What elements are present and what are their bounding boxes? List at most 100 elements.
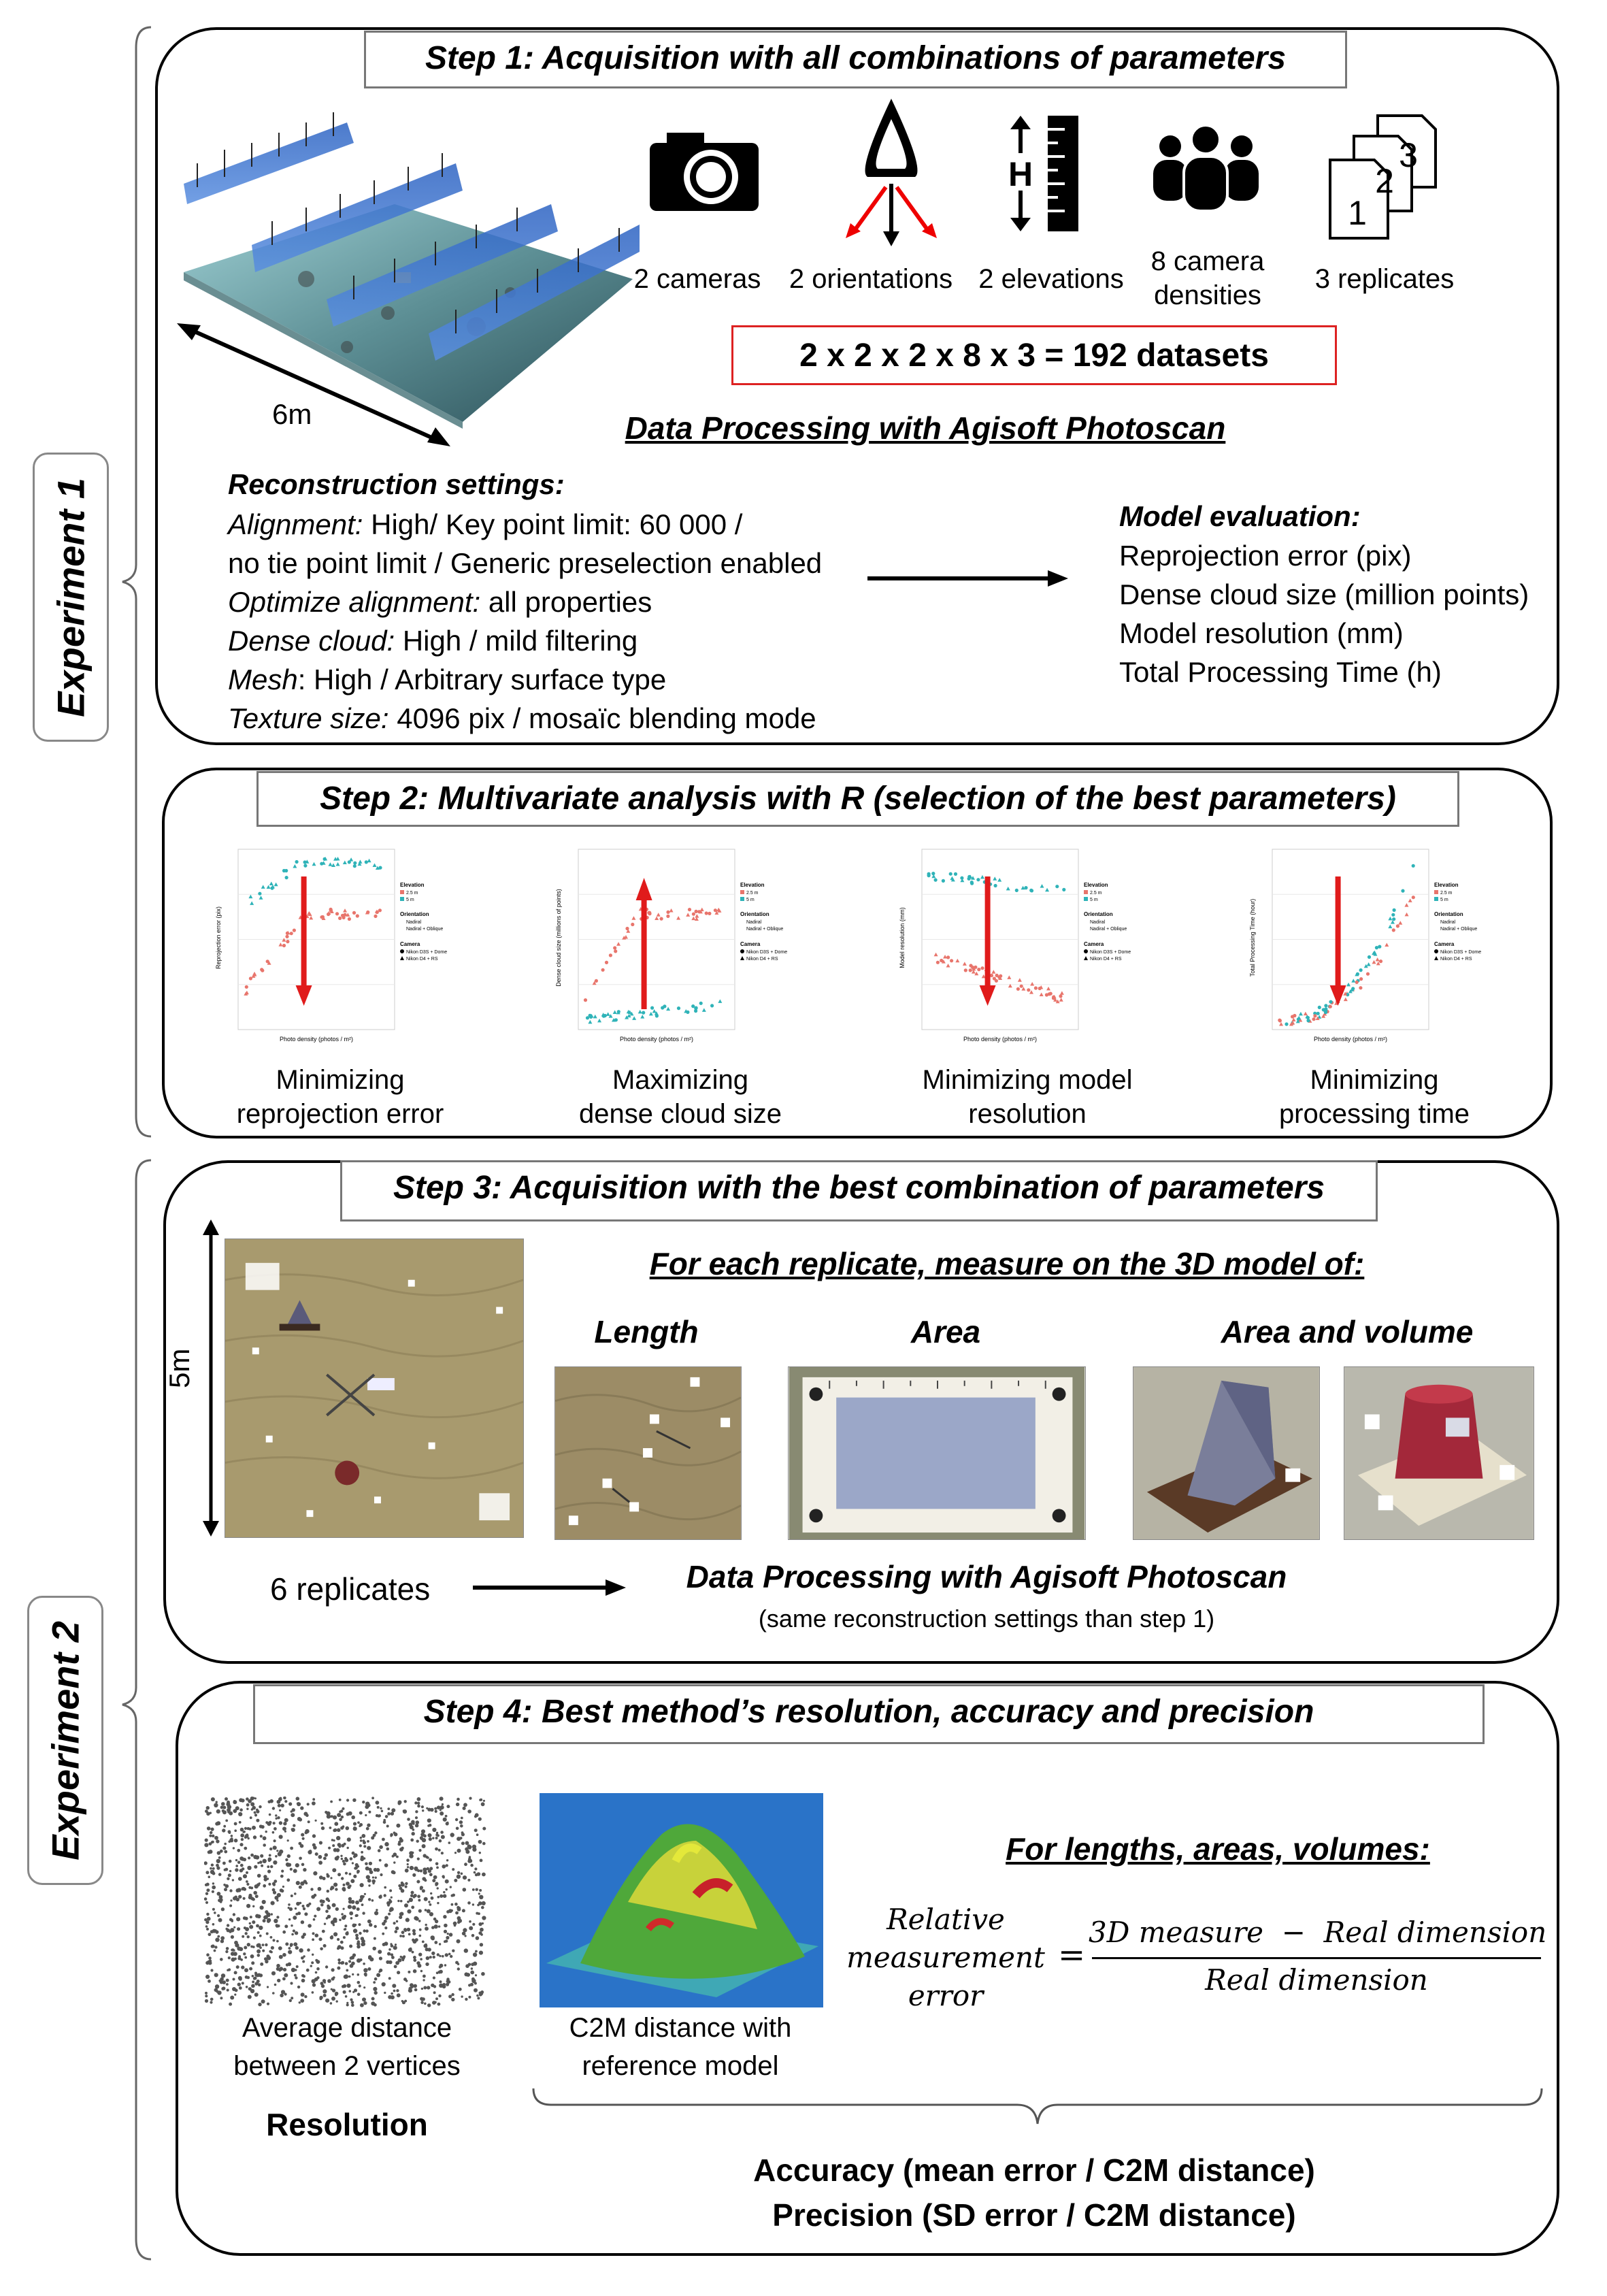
step4-brace [532,2088,1543,2125]
chart-point [687,908,692,912]
chart-point [950,959,954,963]
legend-title: Orientation [1084,911,1113,917]
svg-text:H: H [1008,155,1033,193]
chart-point [347,917,351,921]
chart-point [588,1013,592,1017]
chart-point [295,859,299,864]
chart-point [950,877,955,882]
chart-point [953,872,958,876]
chart-point [1321,1008,1325,1012]
chart-point [353,861,357,865]
chart-point [676,1006,681,1011]
step3-scale-label: 5m [163,1348,195,1388]
chart-point [1021,885,1025,890]
chart-point [1392,917,1396,921]
eq-lhs-2: measurement [846,1941,1045,1974]
chart-point [282,938,286,942]
chart-point [312,862,316,866]
legend-item: 5 m [746,898,755,902]
legend-item: 2.5 m [406,891,418,896]
chart-point [960,876,964,880]
chart-point [1375,957,1380,962]
legend-swatch [740,956,744,960]
chart-point [358,859,363,864]
chart-point [994,979,998,983]
chart-point [1303,1011,1308,1016]
chart-point [612,1010,617,1014]
chart-point [594,979,598,983]
chart-point [292,928,296,932]
chart-point [1059,998,1063,1002]
param-elevations-label: 2 elevations [978,264,1124,294]
vertex-point-cloud [204,1797,486,2007]
chart-point [981,974,986,979]
chart-point [1295,1019,1300,1023]
chart-point [1367,955,1372,959]
chart-point [378,866,382,870]
chart-point [1297,1015,1302,1020]
chart-point [284,876,288,880]
legend-item: Nadiral [746,920,762,925]
chart-point [1351,979,1356,983]
chart-point [1355,980,1359,984]
legend-item: Nikon D4 + RS [406,957,438,962]
legend-swatch [740,890,744,894]
chart-point [663,1004,667,1008]
legend-item: 5 m [1440,898,1448,902]
chart-point [718,999,723,1003]
legend-item: 5 m [1090,898,1098,902]
chart-point [1378,945,1382,949]
chart-point [1048,991,1053,996]
chart-point [1363,964,1368,968]
chart-point [258,891,262,896]
chart-point [1059,991,1064,995]
legend-swatch [1084,890,1088,894]
chart-point [650,1006,655,1010]
legend-swatch [1434,890,1438,894]
chart-point [374,914,378,918]
chart-point [1291,1015,1295,1019]
chart4-caption-2: processing time [1278,1099,1470,1129]
chart-point [691,912,695,916]
chart-point [346,913,350,917]
chart-point [946,963,950,968]
chart-point [266,885,271,889]
chart-point [991,970,996,974]
chart-point [1395,924,1399,928]
chart-point [343,913,347,917]
legend-swatch [400,956,404,960]
chart-point [1014,888,1018,892]
legend-item: Nadiral [406,920,422,925]
length-photo [554,1366,742,1540]
chart-point [338,916,342,920]
chart-point [1279,1022,1284,1026]
chart-point [608,953,612,957]
chart-point [1278,1018,1282,1022]
legend-item: 2.5 m [1440,891,1453,896]
chart-point [1027,988,1031,992]
chart-point [1346,982,1351,987]
legend-swatch [400,890,404,894]
legend-swatch [400,949,404,953]
chart-point [1030,982,1035,986]
chart-point [1053,998,1058,1002]
chart-point [943,955,948,959]
chart-point [601,1013,606,1017]
param-densities-label-1: 8 camera [1150,246,1265,276]
camera-icon [650,133,759,211]
chart-point [342,860,347,865]
chart-point [931,872,935,876]
chart-point [941,879,945,883]
eq-lhs-3: error [908,1979,984,2012]
chart1-caption-1: Minimizing [276,1065,405,1095]
chart-point [980,874,984,879]
eq-denominator: Real dimension [1205,1963,1428,1997]
chart-point [697,910,701,914]
chart-point [1376,961,1380,966]
c2m-caption-1: C2M distance with [569,2013,792,2043]
c2m-distance-model [540,1793,823,2007]
area-photo [788,1366,1086,1540]
chart-point [962,962,967,966]
chart-ylabel: Model resolution (mm) [899,907,906,968]
chart-point [927,872,931,876]
